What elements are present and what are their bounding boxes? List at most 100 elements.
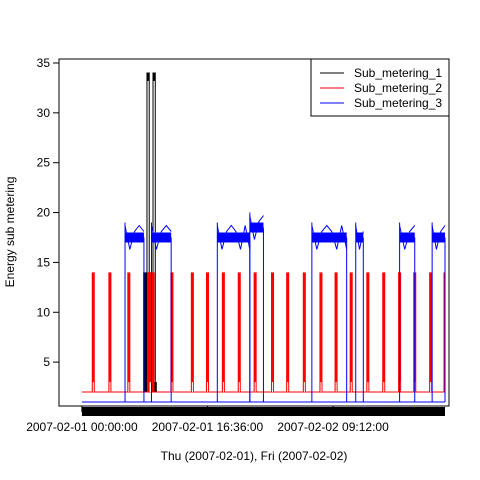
series-event — [190, 272, 194, 393]
event-notch — [335, 382, 337, 393]
y-tick-label: 5 — [43, 355, 50, 369]
series-event — [221, 272, 225, 393]
series-event — [311, 222, 348, 402]
series-event — [253, 272, 257, 393]
event-pulse — [205, 272, 209, 393]
event-notch — [171, 382, 173, 393]
series-event — [249, 212, 264, 402]
series-event — [286, 272, 290, 393]
event-notch — [350, 382, 352, 393]
event-notch — [254, 382, 256, 393]
event-pulse — [286, 272, 290, 393]
event-notch — [430, 382, 432, 393]
event-band — [217, 232, 250, 243]
y-axis-title: Energy sub metering — [3, 177, 17, 288]
x-tick-label: 2007-02-01 00:00:00 — [26, 420, 138, 434]
event-jitter — [399, 225, 416, 250]
series-event — [146, 72, 150, 393]
event-notch — [367, 382, 369, 393]
series-event — [271, 272, 275, 393]
event-jitter — [151, 224, 172, 250]
series-event — [127, 272, 131, 393]
series-event — [146, 272, 155, 393]
event-band — [151, 232, 172, 243]
event-pulse — [127, 272, 131, 393]
event-pulse — [302, 272, 306, 393]
event-notch — [149, 382, 152, 393]
legend-entry: Sub_metering_2 — [320, 81, 442, 95]
rug-band — [81, 407, 445, 416]
series-event — [366, 272, 370, 393]
event-notch — [92, 382, 94, 393]
event-jitter — [216, 224, 251, 250]
event-pulse — [366, 272, 370, 393]
event-band — [125, 232, 144, 243]
event-pulse — [429, 272, 433, 393]
event-jitter — [249, 215, 264, 240]
legend-label: Sub_metering_2 — [354, 81, 442, 95]
event-pulse — [253, 272, 257, 393]
event-notch — [303, 382, 305, 393]
x-axis: 2007-02-01 00:00:00 2007-02-01 16:36:00 20… — [26, 406, 389, 434]
event-pulse — [91, 272, 95, 393]
event-pulse — [170, 272, 174, 393]
event-pulse — [221, 272, 225, 393]
legend-label: Sub_metering_3 — [354, 96, 442, 110]
event-jitter — [431, 225, 446, 250]
series-layer — [81, 72, 446, 403]
y-tick-label: 20 — [37, 206, 51, 220]
event-pulse — [271, 272, 275, 393]
event-pulse — [443, 272, 446, 393]
event-band — [249, 222, 264, 233]
event-notch — [191, 382, 193, 393]
event-band — [355, 232, 364, 243]
event-pulse — [237, 272, 241, 393]
event-notch — [128, 382, 130, 393]
event-notch — [222, 382, 224, 393]
legend-label: Sub_metering_1 — [354, 66, 442, 80]
y-axis: 5 10 15 20 25 30 35 — [37, 56, 59, 369]
event-band — [311, 232, 347, 243]
y-tick-label: 15 — [37, 255, 51, 269]
x-rug — [81, 407, 445, 416]
legend: Sub_metering_1Sub_metering_2Sub_metering… — [310, 58, 450, 117]
series-event — [349, 272, 353, 393]
series-event — [355, 222, 364, 402]
series-event — [124, 222, 145, 402]
event-band — [399, 232, 415, 243]
event-pulse — [108, 272, 112, 393]
series-Sub_metering_3 — [81, 212, 446, 403]
series-event — [108, 272, 112, 393]
event-pulse — [190, 272, 194, 393]
series-event — [205, 272, 209, 393]
event-pulse — [349, 272, 353, 393]
event-notch — [383, 382, 385, 393]
x-axis-title: Thu (2007-02-01), Fri (2007-02-02) — [161, 449, 348, 463]
x-tick-label: 2007-02-02 09:12:00 — [277, 420, 389, 434]
event-pulse — [146, 272, 155, 393]
x-tick-label: 2007-02-01 16:36:00 — [152, 420, 264, 434]
series-event — [443, 272, 446, 393]
event-notch — [238, 382, 240, 393]
series-event — [431, 222, 446, 402]
series-event — [237, 272, 241, 393]
series-event — [151, 222, 172, 402]
event-pulse — [319, 272, 323, 393]
event-notch — [109, 382, 111, 393]
event-jitter — [311, 224, 348, 250]
series-event — [302, 272, 306, 393]
series-event — [170, 272, 174, 393]
event-band — [432, 232, 445, 243]
event-jitter — [124, 224, 145, 250]
series-event — [91, 272, 95, 393]
plot-frame — [58, 58, 450, 407]
series-event — [429, 272, 433, 393]
y-tick-label: 10 — [37, 305, 51, 319]
event-pulse — [382, 272, 386, 393]
legend-entry: Sub_metering_3 — [320, 96, 442, 110]
event-notch — [287, 382, 289, 393]
series-event — [319, 272, 323, 393]
series-event — [399, 222, 416, 402]
event-pulse — [334, 272, 338, 393]
